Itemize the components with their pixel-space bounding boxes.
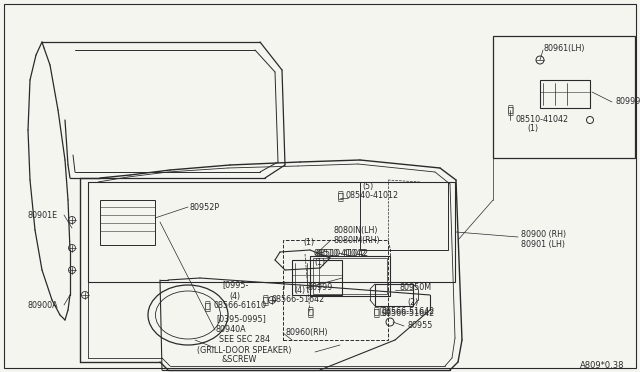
Bar: [292, 260, 342, 295]
Text: 80901 (LH): 80901 (LH): [521, 240, 565, 248]
Text: Ⓢ: Ⓢ: [204, 301, 210, 311]
Bar: [100, 200, 155, 245]
Text: (5): (5): [362, 183, 373, 192]
Text: 80955: 80955: [407, 321, 433, 330]
Text: (1): (1): [527, 125, 538, 134]
Text: 80999: 80999: [308, 282, 333, 292]
Text: Ⓢ: Ⓢ: [379, 305, 385, 315]
Text: Ⓢ: Ⓢ: [204, 301, 210, 311]
Bar: [360, 182, 448, 250]
Text: [0395-0995]: [0395-0995]: [216, 314, 266, 324]
Bar: [88, 182, 455, 282]
Text: 80940A: 80940A: [216, 326, 246, 334]
Text: Ⓢ: Ⓢ: [262, 295, 268, 305]
Text: 8080lN(LH): 8080lN(LH): [334, 227, 378, 235]
Text: 08566-61610: 08566-61610: [213, 301, 266, 311]
Text: Ⓢ: Ⓢ: [337, 192, 343, 201]
Text: (4): (4): [294, 285, 305, 295]
Text: 08566-51642: 08566-51642: [382, 308, 435, 317]
Text: 8080lM(RH): 8080lM(RH): [334, 237, 381, 246]
Bar: [310, 256, 390, 296]
Text: A809*0.38: A809*0.38: [580, 360, 625, 369]
Text: Ⓢ: Ⓢ: [307, 307, 313, 317]
Text: Ⓢ: Ⓢ: [373, 308, 379, 317]
Text: 08510-41042: 08510-41042: [316, 248, 369, 257]
Text: (1): (1): [314, 259, 325, 267]
Bar: [283, 240, 388, 340]
Text: Ⓢ: Ⓢ: [262, 295, 268, 305]
Text: Ⓢ: Ⓢ: [373, 307, 379, 317]
Text: 80900A: 80900A: [27, 301, 58, 311]
Text: Ⓢ: Ⓢ: [337, 191, 343, 201]
Text: (2): (2): [407, 298, 419, 308]
Text: 80950M: 80950M: [399, 283, 431, 292]
Text: J: J: [282, 280, 284, 289]
Text: &SCREW: &SCREW: [222, 356, 257, 365]
Text: 80901E: 80901E: [27, 212, 57, 221]
Text: (GRILL-DOOR SPEAKER): (GRILL-DOOR SPEAKER): [197, 346, 291, 355]
Text: (1): (1): [303, 238, 314, 247]
Text: 08566-51642: 08566-51642: [382, 308, 435, 317]
Text: 08510-41042: 08510-41042: [313, 248, 366, 257]
Text: 80900 (RH): 80900 (RH): [521, 230, 566, 238]
Text: 80960(RH): 80960(RH): [286, 328, 328, 337]
Text: Ⓢ: Ⓢ: [507, 105, 513, 115]
Text: 08540-41012: 08540-41012: [346, 192, 399, 201]
Bar: [540, 80, 590, 108]
Bar: [375, 284, 413, 306]
Text: Ⓢ: Ⓢ: [307, 308, 313, 317]
Text: (4): (4): [229, 292, 240, 301]
Text: Ⓢ: Ⓢ: [507, 106, 513, 115]
Text: 80961(LH): 80961(LH): [543, 44, 584, 52]
Bar: [313, 258, 387, 294]
Text: 80952P: 80952P: [189, 203, 219, 212]
Text: 80999: 80999: [615, 96, 640, 106]
Bar: [493, 36, 635, 158]
Text: 08510-41042: 08510-41042: [516, 115, 569, 124]
Text: SEE SEC 284: SEE SEC 284: [219, 336, 270, 344]
Text: 08566-51642: 08566-51642: [271, 295, 324, 305]
Text: [0995-: [0995-: [222, 280, 248, 289]
